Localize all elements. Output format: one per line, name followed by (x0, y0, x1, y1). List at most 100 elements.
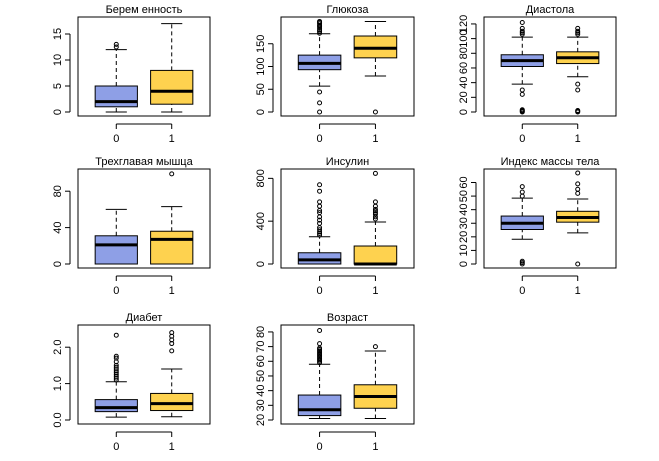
iqr-box (94, 399, 138, 413)
x-tick-label: 0 (519, 285, 525, 297)
outlier-point (575, 170, 581, 176)
iqr-box (150, 392, 194, 412)
plot-frame (77, 168, 211, 269)
panel-7: Диабет 0.0 1.0 2.0 0 1 (52, 312, 211, 453)
panel-8: Возраст 20 30 40 50 60 70 80 0 1 (255, 312, 415, 453)
y-tick-label: 60 (458, 62, 470, 74)
y-tick-label: 10 (458, 244, 470, 256)
y-tick-label: 80 (458, 47, 470, 59)
x-tick-label: 1 (169, 285, 175, 297)
y-tick-label: 40 (458, 77, 470, 89)
panel-title: Глюкоза (326, 4, 369, 16)
y-tick-label: 15 (52, 28, 64, 40)
box-group-1 (556, 170, 600, 267)
y-tick-label: 0 (52, 261, 64, 267)
y-tick-label: 10 (52, 54, 64, 66)
outlier-point (575, 25, 581, 31)
y-tick-label: 5 (52, 83, 64, 89)
box-group-0 (500, 19, 544, 115)
box-group-0 (94, 208, 138, 265)
x-tick-label: 0 (113, 285, 119, 297)
iqr-box (353, 245, 398, 265)
y-tick-label: 0 (52, 109, 64, 115)
outlier-point (317, 210, 323, 216)
plot-frame (280, 324, 415, 425)
y-tick-label: 30 (255, 399, 267, 411)
outlier-point (519, 28, 525, 34)
plot-frame (280, 168, 415, 269)
outlier-point (372, 210, 378, 216)
y-tick-label: 60 (458, 176, 470, 188)
outlier-point (317, 220, 323, 226)
box-group-0 (500, 184, 544, 267)
x-tick-label: 0 (317, 441, 323, 453)
y-tick-label: 30 (458, 217, 470, 229)
y-tick-label: 50 (255, 370, 267, 382)
outlier-point (372, 208, 378, 214)
box-group-1 (150, 23, 194, 113)
x-tick-label: 0 (113, 441, 119, 453)
x-tick-label: 0 (317, 133, 323, 145)
x-tick-label: 1 (372, 133, 378, 145)
box-group-1 (353, 170, 398, 266)
outlier-point (317, 30, 323, 36)
outlier-point (169, 171, 175, 177)
outlier-point (519, 107, 525, 113)
outlier-point (317, 188, 323, 194)
iqr-box (150, 230, 194, 265)
outlier-point (317, 100, 323, 106)
y-tick-label: 50 (458, 190, 470, 202)
outlier-point (317, 18, 323, 24)
outlier-point (519, 25, 525, 31)
outlier-point (519, 189, 525, 195)
panel-title: Трехглавая мышца (95, 156, 193, 168)
outlier-point (317, 203, 323, 209)
outlier-point (169, 348, 175, 354)
box-group-1 (353, 20, 398, 115)
outlier-point (113, 41, 119, 47)
outlier-point (317, 341, 323, 347)
panel-2: Глюкоза 0 50 100 150 0 1 (255, 4, 415, 145)
outlier-point (113, 332, 119, 338)
outlier-point (575, 81, 581, 87)
outlier-point (317, 199, 323, 205)
iqr-box (297, 394, 342, 417)
outlier-point (519, 19, 525, 25)
outlier-point (113, 353, 119, 359)
box-group-0 (94, 332, 138, 418)
x-tick-label: 0 (317, 285, 323, 297)
outlier-point (575, 87, 581, 93)
y-tick-label: 100 (255, 57, 267, 75)
y-tick-label: 1.0 (52, 376, 64, 391)
y-tick-label: 80 (255, 326, 267, 338)
outlier-point (519, 184, 525, 190)
x-tick-label: 1 (575, 285, 581, 297)
outlier-point (113, 355, 119, 361)
box-group-0 (297, 182, 342, 265)
outlier-point (113, 364, 119, 370)
outlier-point (575, 28, 581, 34)
outlier-point (317, 327, 323, 333)
plot-frame (77, 16, 211, 117)
outlier-point (317, 227, 323, 233)
outlier-point (372, 199, 378, 205)
outlier-point (372, 216, 378, 222)
outlier-point (372, 170, 378, 176)
outlier-point (575, 190, 581, 196)
panel-title: Инсулин (326, 156, 369, 168)
x-tick-label: 1 (575, 133, 581, 145)
outlier-point (113, 44, 119, 50)
x-tick-label: 0 (519, 133, 525, 145)
x-tick-label: 1 (169, 441, 175, 453)
panel-title: Диабет (126, 312, 163, 324)
plot-frame (483, 16, 617, 117)
outlier-point (575, 181, 581, 187)
iqr-box (94, 235, 138, 265)
y-tick-label: 60 (255, 355, 267, 367)
outlier-point (519, 91, 525, 97)
outlier-point (519, 258, 525, 264)
y-tick-label: 0 (458, 261, 470, 267)
